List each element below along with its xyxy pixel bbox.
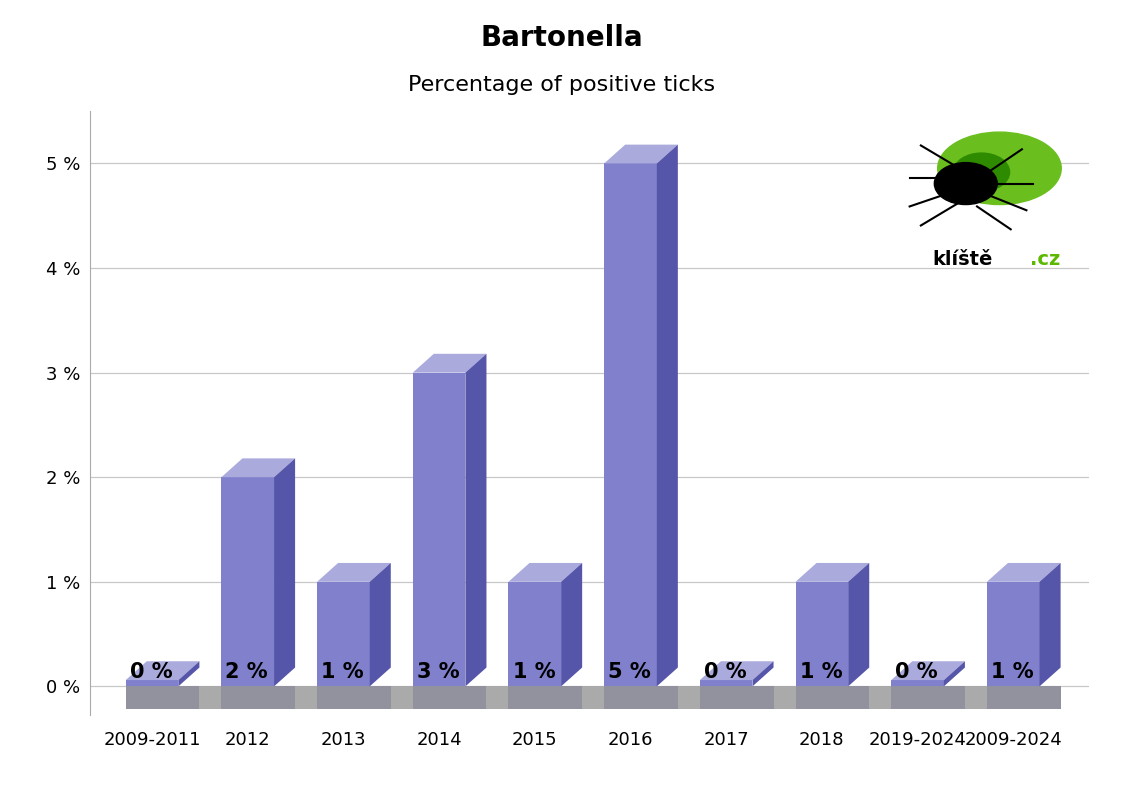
Bar xyxy=(317,582,369,686)
Polygon shape xyxy=(752,661,774,686)
Polygon shape xyxy=(221,458,295,477)
Text: 0 %: 0 % xyxy=(895,662,938,682)
Ellipse shape xyxy=(938,132,1061,205)
Polygon shape xyxy=(317,563,391,582)
Polygon shape xyxy=(892,686,965,709)
Text: 0 %: 0 % xyxy=(130,662,173,682)
Ellipse shape xyxy=(953,153,1010,191)
Polygon shape xyxy=(126,661,200,680)
Bar xyxy=(221,477,274,686)
Polygon shape xyxy=(413,686,486,709)
Bar xyxy=(700,680,752,686)
Polygon shape xyxy=(509,563,582,582)
Text: 1 %: 1 % xyxy=(512,662,555,682)
Polygon shape xyxy=(943,661,965,686)
Bar xyxy=(892,680,943,686)
Polygon shape xyxy=(657,145,678,686)
Polygon shape xyxy=(987,686,1060,709)
Text: klíště: klíště xyxy=(932,250,993,269)
Text: 1 %: 1 % xyxy=(321,662,364,682)
Bar xyxy=(604,164,657,686)
Polygon shape xyxy=(795,686,869,709)
Text: 1 %: 1 % xyxy=(990,662,1033,682)
Polygon shape xyxy=(317,686,391,709)
Bar xyxy=(795,582,848,686)
Text: 2 %: 2 % xyxy=(226,662,268,682)
Text: Bartonella: Bartonella xyxy=(481,24,642,52)
Polygon shape xyxy=(604,145,678,164)
Polygon shape xyxy=(221,686,295,709)
Polygon shape xyxy=(1040,563,1060,686)
Polygon shape xyxy=(700,686,774,709)
Bar xyxy=(126,680,179,686)
Polygon shape xyxy=(509,686,582,709)
Polygon shape xyxy=(848,563,869,686)
Polygon shape xyxy=(562,563,582,686)
Polygon shape xyxy=(126,686,200,709)
Polygon shape xyxy=(369,563,391,686)
Text: 5 %: 5 % xyxy=(609,662,651,682)
Polygon shape xyxy=(700,661,774,680)
Polygon shape xyxy=(413,354,486,372)
Polygon shape xyxy=(274,458,295,686)
Text: Percentage of positive ticks: Percentage of positive ticks xyxy=(408,75,715,95)
Polygon shape xyxy=(892,661,965,680)
Polygon shape xyxy=(604,686,678,709)
Bar xyxy=(987,582,1040,686)
Text: 0 %: 0 % xyxy=(704,662,747,682)
Polygon shape xyxy=(795,563,869,582)
Bar xyxy=(509,582,562,686)
Text: .cz: .cz xyxy=(1030,250,1060,269)
Polygon shape xyxy=(987,563,1060,582)
Ellipse shape xyxy=(934,163,997,205)
Polygon shape xyxy=(179,661,200,686)
Polygon shape xyxy=(126,686,1060,709)
Text: 3 %: 3 % xyxy=(417,662,459,682)
Polygon shape xyxy=(465,354,486,686)
Text: 1 %: 1 % xyxy=(800,662,842,682)
Bar xyxy=(413,372,465,686)
